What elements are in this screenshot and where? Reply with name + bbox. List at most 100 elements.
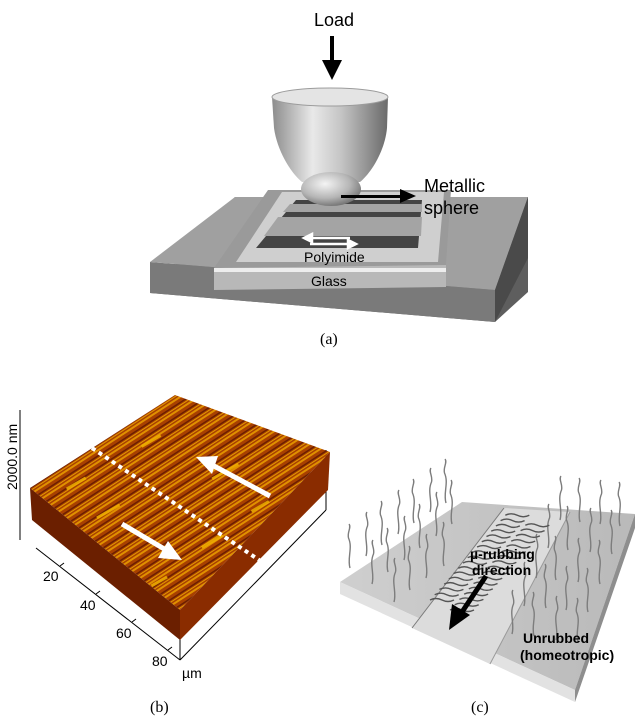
planar-molecule bbox=[448, 576, 474, 582]
rubbing-arrows-icon bbox=[301, 231, 359, 251]
metallic-sphere bbox=[301, 172, 361, 206]
planar-molecule bbox=[429, 597, 455, 603]
homeotropic-molecule bbox=[347, 523, 351, 569]
homeotropic-molecule bbox=[441, 521, 445, 567]
homeotropic-molecule bbox=[449, 479, 453, 525]
caption-b: (b) bbox=[150, 699, 169, 716]
planar-molecule bbox=[462, 560, 488, 566]
planar-molecule bbox=[501, 549, 527, 554]
homeotropic-molecule bbox=[577, 477, 581, 523]
x-ticks bbox=[59, 562, 173, 651]
planar-molecule bbox=[468, 586, 494, 592]
planar-molecule bbox=[487, 565, 512, 570]
planar-molecule bbox=[490, 528, 516, 534]
caption-c: (c) bbox=[471, 699, 489, 716]
afm-front-right-face bbox=[180, 452, 330, 640]
x-tick-80: 80 bbox=[152, 653, 168, 669]
x-tick-60: 60 bbox=[116, 625, 132, 641]
planar-molecule bbox=[510, 538, 536, 544]
afm-arrow-up-icon bbox=[196, 456, 272, 499]
rubbing-label-line2: direction bbox=[472, 562, 531, 578]
planar-molecule bbox=[500, 518, 525, 523]
planar-molecule bbox=[504, 513, 530, 518]
homeotropic-molecule bbox=[565, 565, 569, 611]
polyimide-layer bbox=[236, 192, 444, 262]
homeotropic-molecule bbox=[425, 533, 429, 579]
x-tick-20: 20 bbox=[43, 568, 59, 584]
planar-molecule bbox=[434, 592, 460, 597]
homeotropic-molecule bbox=[411, 478, 415, 524]
homeotropic-molecule bbox=[443, 458, 447, 504]
planar-molecule bbox=[472, 550, 497, 555]
homeotropic-molecule bbox=[609, 509, 613, 555]
homeotropic-molecule bbox=[577, 537, 581, 583]
homeotropic-molecule bbox=[403, 515, 407, 561]
homeotropic-molecule bbox=[617, 481, 621, 527]
homeotropic-molecule bbox=[597, 539, 601, 585]
lc-molecules bbox=[347, 458, 621, 643]
sphere-pointer-arrow-icon bbox=[341, 189, 416, 203]
rubbing-label-line1: µ-rubbing bbox=[470, 546, 535, 562]
glass-label: Glass bbox=[311, 273, 347, 289]
homeotropic-molecule bbox=[385, 527, 389, 573]
load-arrow-icon bbox=[322, 36, 342, 80]
planar-molecule bbox=[515, 533, 541, 539]
substrate-side bbox=[575, 514, 635, 702]
homeotropic-molecule bbox=[435, 491, 439, 537]
planar-molecule bbox=[473, 581, 498, 586]
unrubbed-label-line1: Unrubbed bbox=[523, 630, 589, 646]
planar-molecule bbox=[467, 555, 492, 560]
caption-a: (a) bbox=[320, 331, 338, 348]
homeotropic-molecule bbox=[547, 503, 551, 549]
homeotropic-molecule bbox=[407, 545, 411, 591]
sphere-label-line2: sphere bbox=[424, 198, 479, 218]
homeotropic-molecule bbox=[511, 589, 515, 635]
x-unit-label: µm bbox=[182, 665, 202, 681]
x-tick-40: 40 bbox=[80, 597, 96, 613]
planar-molecule bbox=[453, 571, 478, 576]
z-scale-label: 2000.0 nm bbox=[4, 424, 20, 490]
planar-molecule bbox=[482, 570, 508, 576]
homeotropic-molecule bbox=[589, 507, 593, 553]
panel-a-apparatus: Load Metallic sphere Polyimide Glass (a) bbox=[150, 10, 528, 348]
planar-molecule bbox=[443, 581, 469, 587]
polyimide-label: Polyimide bbox=[304, 249, 365, 265]
planar-molecule bbox=[439, 587, 464, 592]
planar-molecule bbox=[492, 560, 517, 565]
homeotropic-molecule bbox=[559, 475, 563, 521]
planar-molecule bbox=[477, 576, 503, 581]
planar-molecule bbox=[496, 554, 522, 560]
afm-surface bbox=[30, 395, 330, 610]
afm-front-left-face bbox=[30, 488, 180, 640]
homeotropic-molecule bbox=[543, 563, 547, 609]
homeotropic-molecule bbox=[565, 505, 569, 551]
planar-molecule bbox=[457, 566, 483, 571]
homeotropic-molecule bbox=[553, 535, 557, 581]
planar-molecule bbox=[495, 523, 521, 529]
afm-arrow-down-icon bbox=[120, 521, 182, 560]
afm-peaks bbox=[65, 434, 270, 588]
planar-molecule bbox=[476, 544, 502, 550]
homeotropic-molecule bbox=[585, 567, 589, 613]
planar-molecule bbox=[486, 534, 511, 539]
homeotropic-molecule bbox=[575, 597, 579, 643]
homeotropic-molecule bbox=[429, 467, 433, 513]
planar-molecule bbox=[481, 539, 507, 544]
rubbed-boundary-line bbox=[90, 446, 264, 564]
planar-molecule bbox=[524, 523, 550, 528]
planar-molecule bbox=[520, 528, 545, 533]
load-label: Load bbox=[314, 10, 354, 30]
planar-molecule bbox=[506, 544, 531, 549]
rubbing-direction-arrow-icon bbox=[449, 574, 489, 630]
homeotropic-molecule bbox=[365, 511, 369, 557]
unrubbed-label-line2: (homeotropic) bbox=[520, 647, 614, 663]
homeotropic-molecule bbox=[371, 539, 375, 585]
homeotropic-molecule bbox=[599, 479, 603, 525]
homeotropic-molecule bbox=[397, 489, 401, 535]
sphere-holder bbox=[271, 87, 389, 182]
homeotropic-molecule bbox=[393, 557, 397, 603]
homeotropic-molecule bbox=[531, 591, 535, 637]
panel-c-alignment-diagram: µ-rubbing direction Unrubbed (homeotropi… bbox=[340, 458, 635, 716]
homeotropic-molecule bbox=[379, 500, 383, 546]
